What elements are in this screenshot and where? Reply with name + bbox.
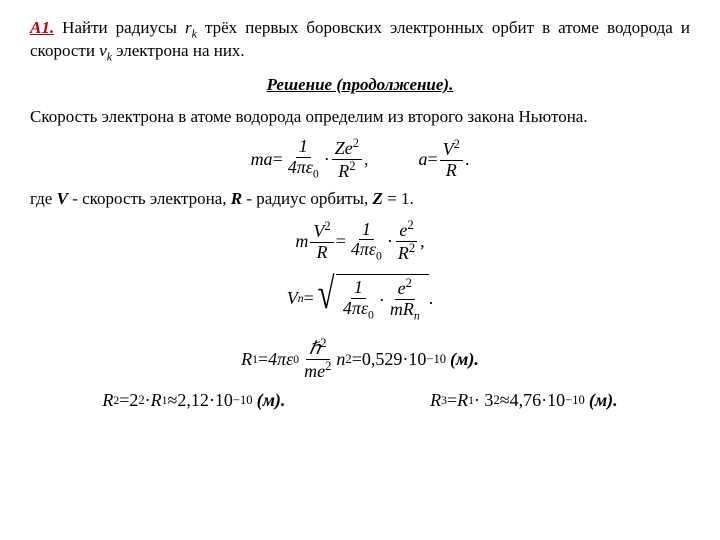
equation-1a: ma = 1 4πε0 · Ze2 R2 , [251,137,369,182]
fraction: 1 4πε0 [285,137,322,181]
equation-row-1: ma = 1 4πε0 · Ze2 R2 , a = V2 R . [30,137,690,182]
paragraph-2: где V - скорость электрона, R - радиус о… [30,189,690,209]
unit: (м). [589,390,618,411]
fraction: V2 R [440,138,463,181]
equation-1b: a = V2 R . [418,138,469,181]
unit: (м). [257,390,286,411]
solution-heading: Решение (продолжение). [30,75,690,95]
fraction: 1 4πε0 [348,220,385,264]
problem-number: А1. [30,18,54,37]
equation-2: m V2 R = 1 4πε0 · e2 R2 , [295,219,424,264]
paragraph-1: Скорость электрона в атоме водорода опре… [30,107,690,127]
problem-text-a: Найти радиусы [54,18,185,37]
var-vk: v [99,41,107,60]
equation-row-4: R1 = 4πε0 ℏ2 me2 n2 = 0,529·10−10 (м). [30,337,690,382]
sqrt: √ 1 4πε0 · e2 mRn [314,274,429,323]
equation-4: R1 = 4πε0 ℏ2 me2 n2 = 0,529·10−10 (м). [241,337,479,382]
equation-3: Vn = √ 1 4πε0 · e2 mRn . [287,274,433,323]
fraction: V2 R [310,220,333,263]
unit: (м). [450,349,479,370]
fraction: 1 4πε0 [340,278,377,322]
equation-row-2: m V2 R = 1 4πε0 · e2 R2 , [30,219,690,264]
fraction: ℏ2 me2 [301,337,334,382]
problem-text-c: электрона на них. [112,41,245,60]
equation-5: R2 = 22 · R1 ≈ 2,12·10−10 (м). [102,390,285,411]
var-rk: r [185,18,192,37]
equation-row-5: R2 = 22 · R1 ≈ 2,12·10−10 (м). R3 = R1 ·… [0,390,720,411]
problem-statement: А1. Найти радиусы rk трёх первых боровск… [30,18,690,65]
fraction: Ze2 R2 [332,137,362,182]
fraction: e2 R2 [395,219,418,264]
equation-row-3: Vn = √ 1 4πε0 · e2 mRn . [30,274,690,323]
equation-6: R3 = R1 · 32 ≈ 4,76·10−10 (м). [430,390,618,411]
fraction: e2 mRn [387,277,423,323]
